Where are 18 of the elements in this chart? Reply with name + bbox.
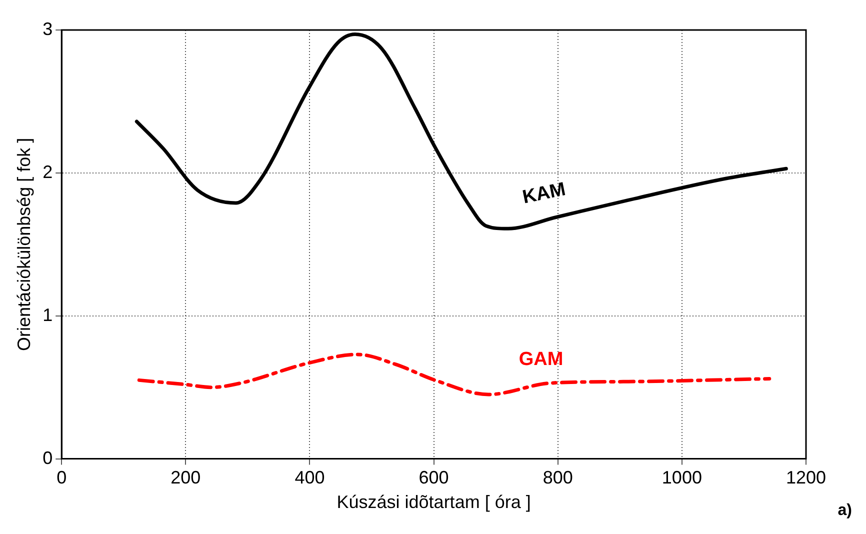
x-tick-label: 200 bbox=[170, 468, 201, 488]
x-tick-label: 0 bbox=[56, 468, 67, 488]
y-tick-label: 2 bbox=[42, 162, 53, 182]
y-tick-label: 0 bbox=[42, 448, 53, 468]
x-tick-label: 800 bbox=[542, 468, 573, 488]
series-label: GAM bbox=[518, 348, 564, 370]
line-series bbox=[134, 32, 788, 230]
x-tick-label: 1200 bbox=[786, 468, 826, 488]
x-tick-label: 600 bbox=[418, 468, 449, 488]
y-axis-title: Orientációkülönbség [ fok ] bbox=[14, 138, 34, 351]
text: a) bbox=[838, 502, 852, 520]
x-axis-title: Kúszási idõtartam [ óra ] bbox=[336, 492, 531, 512]
x-tick-label: 400 bbox=[294, 468, 325, 488]
x-tick-label: 1000 bbox=[662, 468, 702, 488]
text: KAM bbox=[520, 179, 568, 208]
line-series bbox=[137, 352, 772, 396]
y-tick-label: 3 bbox=[42, 18, 53, 39]
y-tick-label: 1 bbox=[42, 304, 53, 325]
